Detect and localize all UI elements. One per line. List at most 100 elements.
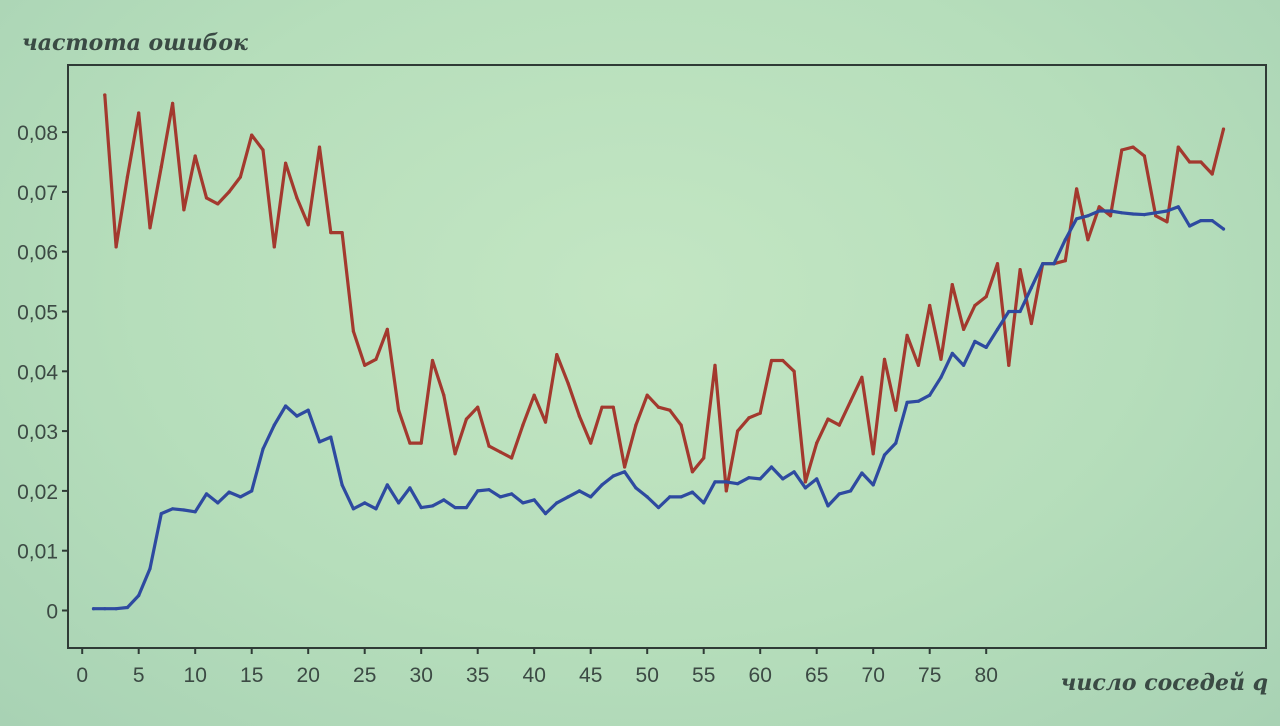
- x-tick-label: 55: [692, 664, 715, 687]
- data-point: [1041, 262, 1045, 266]
- data-point: [453, 506, 457, 510]
- data-point: [747, 416, 751, 420]
- data-point: [182, 508, 186, 512]
- data-point: [690, 490, 695, 494]
- data-point: [295, 196, 299, 200]
- data-point: [385, 483, 389, 487]
- data-point: [577, 414, 582, 418]
- data-point: [1075, 217, 1079, 221]
- x-axis-label: число соседей q: [1061, 670, 1268, 696]
- data-point: [487, 488, 491, 492]
- data-point: [736, 429, 740, 433]
- data-point: [284, 404, 288, 408]
- data-point: [724, 480, 728, 484]
- data-point: [498, 495, 502, 499]
- data-point: [306, 223, 310, 227]
- data-point: [521, 501, 525, 505]
- data-point: [476, 405, 480, 409]
- data-point: [408, 486, 412, 490]
- data-point: [803, 480, 808, 484]
- data-point: [510, 456, 514, 460]
- data-point: [1131, 212, 1135, 216]
- data-point: [871, 483, 875, 487]
- data-point: [656, 506, 661, 510]
- data-point: [600, 405, 604, 409]
- data-point: [600, 483, 604, 487]
- data-point: [815, 477, 819, 481]
- data-point: [351, 507, 355, 511]
- data-point: [1018, 268, 1022, 272]
- data-point: [645, 393, 649, 397]
- plot-frame: [67, 64, 1267, 649]
- data-point: [137, 593, 141, 598]
- data-point: [589, 441, 593, 445]
- data-point: [713, 363, 717, 367]
- data-point: [464, 506, 468, 510]
- data-point: [656, 405, 661, 409]
- data-point: [860, 375, 864, 379]
- data-point: [1120, 148, 1124, 152]
- data-point: [882, 357, 887, 361]
- data-point: [792, 369, 796, 373]
- data-point: [555, 353, 559, 357]
- data-point: [408, 441, 412, 445]
- data-point: [363, 501, 367, 505]
- data-point: [442, 498, 446, 502]
- y-tick-label: 0,05: [17, 302, 58, 325]
- data-point: [1142, 213, 1146, 217]
- data-point: [984, 345, 988, 349]
- y-tick-label: 0,04: [17, 361, 58, 384]
- data-point: [261, 148, 265, 152]
- data-point: [1199, 219, 1203, 223]
- data-point: [1007, 309, 1011, 314]
- x-tick-label: 20: [297, 664, 320, 687]
- data-point: [171, 101, 175, 105]
- x-tick-label: 70: [862, 664, 885, 687]
- data-point: [453, 452, 457, 456]
- data-point: [543, 420, 548, 424]
- data-point: [374, 507, 378, 511]
- series-1: [103, 93, 1226, 493]
- data-point: [1108, 214, 1113, 218]
- data-point: [374, 357, 378, 361]
- data-point: [1165, 220, 1169, 224]
- data-point: [758, 411, 762, 415]
- data-point: [464, 417, 468, 421]
- data-point: [882, 453, 887, 457]
- data-point: [114, 245, 118, 249]
- x-tick-label: 10: [184, 664, 207, 687]
- data-point: [329, 435, 333, 439]
- data-point: [1165, 209, 1169, 213]
- x-tick-label: 25: [353, 664, 376, 687]
- data-point: [476, 489, 480, 493]
- data-point: [103, 607, 107, 611]
- data-point: [871, 452, 875, 456]
- data-point: [962, 327, 966, 331]
- data-point: [340, 231, 344, 235]
- data-point: [284, 161, 288, 165]
- data-point: [713, 480, 717, 484]
- x-tick-label: 80: [975, 664, 998, 687]
- data-point: [498, 450, 502, 454]
- data-point: [973, 303, 977, 308]
- data-point: [114, 607, 118, 611]
- data-point: [1075, 187, 1079, 191]
- data-point: [1176, 205, 1180, 209]
- data-point: [736, 482, 740, 486]
- data-point: [329, 231, 333, 235]
- data-point: [261, 447, 265, 451]
- data-point: [837, 423, 841, 427]
- data-point: [928, 393, 932, 397]
- data-point: [532, 393, 536, 397]
- data-point: [973, 339, 977, 343]
- data-point: [905, 333, 909, 337]
- x-tick-label: 35: [466, 664, 489, 687]
- data-point: [611, 474, 615, 478]
- data-point: [645, 495, 649, 499]
- data-point: [295, 414, 299, 418]
- data-point: [566, 381, 570, 385]
- data-point: [566, 495, 570, 499]
- data-point: [430, 504, 435, 508]
- data-point: [171, 507, 175, 511]
- data-point: [306, 408, 310, 412]
